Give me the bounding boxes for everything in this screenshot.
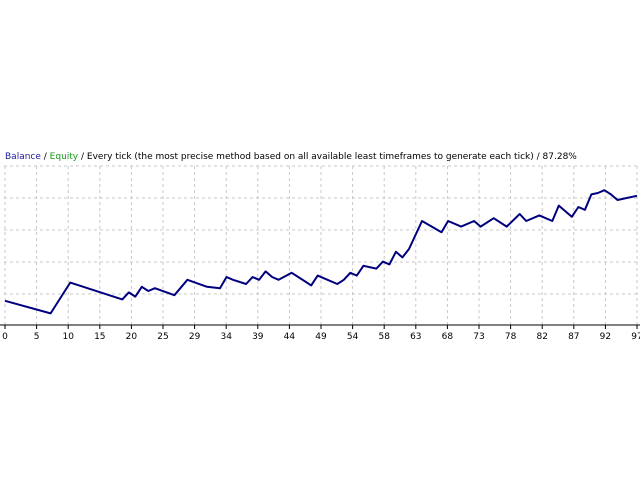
x-tick-label: 0 bbox=[2, 332, 8, 342]
x-tick-label: 39 bbox=[252, 332, 264, 342]
grid-lines bbox=[4, 165, 640, 326]
x-tick-label: 63 bbox=[410, 332, 421, 342]
x-tick-label: 54 bbox=[347, 332, 359, 342]
x-tick-label: 29 bbox=[189, 332, 201, 342]
x-tick-label: 44 bbox=[284, 332, 296, 342]
x-tick-label: 87 bbox=[568, 332, 579, 342]
x-tick-label: 78 bbox=[505, 332, 517, 342]
equity-legend-label: Equity bbox=[50, 152, 79, 162]
balance-legend-label: Balance bbox=[5, 152, 41, 162]
series-layer bbox=[4, 189, 638, 315]
x-tick-label: 25 bbox=[157, 332, 168, 342]
x-tick-label: 92 bbox=[600, 332, 611, 342]
x-tick-label: 10 bbox=[62, 332, 74, 342]
x-tick-label: 97 bbox=[631, 332, 640, 342]
x-tick-label: 34 bbox=[220, 332, 232, 342]
x-tick-label: 58 bbox=[378, 332, 390, 342]
model-description: Every tick (the most precise method base… bbox=[87, 152, 534, 162]
x-tick-label: 49 bbox=[315, 332, 327, 342]
chart-header: Balance / Equity / Every tick (the most … bbox=[5, 152, 577, 162]
header-separator: / bbox=[78, 152, 87, 162]
header-separator: / bbox=[41, 152, 50, 162]
x-tick-label: 5 bbox=[34, 332, 40, 342]
modelling-quality: 87.28% bbox=[543, 152, 578, 162]
x-tick-label: 82 bbox=[536, 332, 547, 342]
x-tick-label: 68 bbox=[442, 332, 454, 342]
header-separator: / bbox=[534, 152, 543, 162]
x-tick-label: 15 bbox=[94, 332, 105, 342]
x-tick-labels: 0 5 10 15 20 25 29 34 39 44 49 54 58 63 68 73 78 82 87 92 97 bbox=[2, 325, 640, 342]
x-tick-label: 20 bbox=[126, 332, 138, 342]
balance-series-line bbox=[4, 189, 638, 315]
x-tick-label: 73 bbox=[473, 332, 484, 342]
